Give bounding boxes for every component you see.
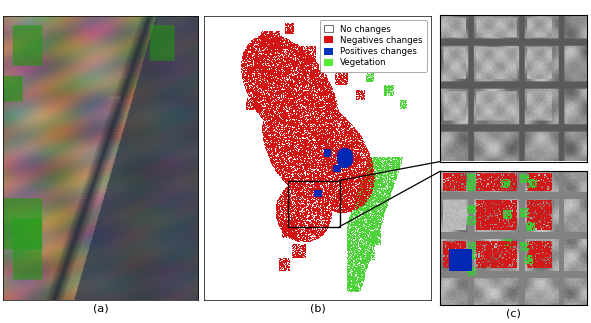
Bar [288,181,340,227]
X-axis label: (b): (b) [310,303,326,313]
X-axis label: (c): (c) [506,308,521,318]
Legend: No changes, Negatives changes, Positives changes, Vegetation: No changes, Negatives changes, Positives… [320,20,427,71]
X-axis label: (a): (a) [93,303,108,313]
